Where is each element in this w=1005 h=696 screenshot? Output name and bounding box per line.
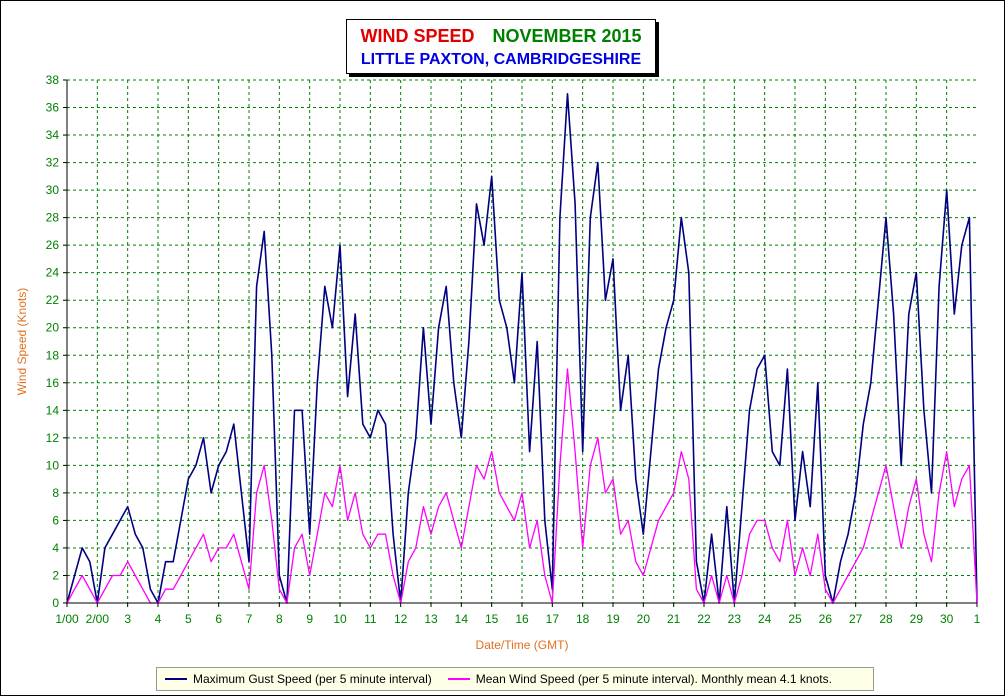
y-tick-label: 16 xyxy=(46,376,60,390)
y-tick-label: 10 xyxy=(46,458,60,472)
x-tick-label: 16 xyxy=(515,612,529,626)
chart-title-part2: NOVEMBER 2015 xyxy=(492,26,642,46)
y-tick-label: 14 xyxy=(46,403,60,417)
x-tick-label: 27 xyxy=(849,612,863,626)
plot-area xyxy=(67,80,977,603)
y-tick-label: 6 xyxy=(52,513,59,527)
x-tick-label: 13 xyxy=(424,612,438,626)
x-tick-label: 29 xyxy=(910,612,924,626)
x-tick-label: 3 xyxy=(124,612,131,626)
x-tick-label: 4 xyxy=(155,612,162,626)
x-tick-label: 15 xyxy=(485,612,499,626)
x-tick-label: 17 xyxy=(546,612,560,626)
x-tick-label: 26 xyxy=(819,612,833,626)
chart-title-box: WIND SPEED NOVEMBER 2015 LITTLE PAXTON, C… xyxy=(346,19,656,74)
x-tick-label: 7 xyxy=(246,612,253,626)
series-line-gust xyxy=(66,93,978,604)
x-tick-label: 8 xyxy=(276,612,283,626)
series-line-mean xyxy=(66,368,978,604)
x-tick-label: 18 xyxy=(576,612,590,626)
x-tick-label: 1/00 xyxy=(55,612,79,626)
x-tick-label: 22 xyxy=(697,612,711,626)
legend-item-gust: Maximum Gust Speed (per 5 minute interva… xyxy=(165,672,432,686)
y-tick-label: 18 xyxy=(46,348,60,362)
x-tick-label: 20 xyxy=(637,612,651,626)
y-tick-label: 34 xyxy=(46,128,60,142)
legend-item-mean: Mean Wind Speed (per 5 minute interval).… xyxy=(447,672,832,686)
x-tick-label: 11 xyxy=(364,612,377,626)
x-tick-label: 5 xyxy=(185,612,192,626)
x-tick-label: 2/00 xyxy=(86,612,110,626)
y-tick-label: 28 xyxy=(46,211,60,225)
x-tick-label: 9 xyxy=(306,612,313,626)
x-tick-label: 21 xyxy=(667,612,681,626)
y-tick-label: 38 xyxy=(46,73,60,87)
y-tick-label: 20 xyxy=(46,321,60,335)
x-axis-label: Date/Time (GMT) xyxy=(476,638,569,652)
y-tick-label: 36 xyxy=(46,101,60,115)
x-tick-label: 28 xyxy=(879,612,893,626)
x-tick-label: 14 xyxy=(455,612,469,626)
y-tick-label: 0 xyxy=(52,596,59,610)
chart-title: WIND SPEED NOVEMBER 2015 xyxy=(347,26,655,47)
y-axis-label: Wind Speed (Knots) xyxy=(15,288,29,395)
y-tick-label: 32 xyxy=(46,156,60,170)
y-tick-label: 26 xyxy=(46,238,60,252)
chart-title-part1: WIND SPEED xyxy=(360,26,475,46)
legend-label-mean: Mean Wind Speed (per 5 minute interval).… xyxy=(475,672,832,686)
chart-legend: Maximum Gust Speed (per 5 minute interva… xyxy=(156,667,874,691)
y-tick-label: 22 xyxy=(46,293,60,307)
x-tick-label: 23 xyxy=(728,612,742,626)
x-tick-label: 19 xyxy=(606,612,620,626)
x-tick-label: 12 xyxy=(394,612,408,626)
x-tick-label: 24 xyxy=(758,612,772,626)
chart-subtitle: LITTLE PAXTON, CAMBRIDGESHIRE xyxy=(360,51,642,68)
legend-swatch-gust xyxy=(165,678,187,680)
y-tick-label: 8 xyxy=(52,486,59,500)
y-tick-label: 24 xyxy=(46,266,60,280)
x-tick-label: 25 xyxy=(788,612,802,626)
y-tick-label: 30 xyxy=(46,183,60,197)
x-tick-label: 30 xyxy=(940,612,954,626)
y-tick-label: 12 xyxy=(46,431,60,445)
x-tick-label: 6 xyxy=(215,612,222,626)
legend-swatch-mean xyxy=(447,678,470,680)
y-tick-label: 2 xyxy=(52,568,59,582)
legend-label-gust: Maximum Gust Speed (per 5 minute interva… xyxy=(193,672,432,686)
x-tick-label: 1 xyxy=(974,612,981,626)
x-tick-label: 10 xyxy=(333,612,347,626)
y-tick-label: 4 xyxy=(52,541,59,555)
